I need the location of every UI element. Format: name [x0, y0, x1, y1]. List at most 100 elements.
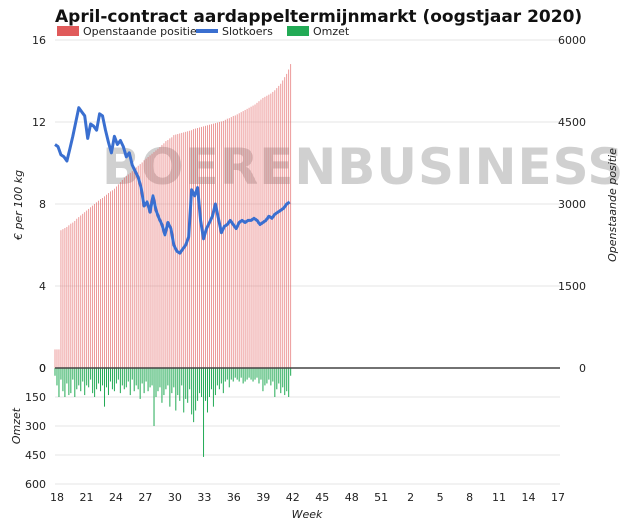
openstaande-positie-bar: [238, 113, 240, 369]
x-tick-label: 42: [286, 491, 300, 504]
openstaande-positie-bar: [129, 172, 131, 368]
right-tick-label: 1500: [558, 280, 586, 293]
omzet-bar: [167, 368, 169, 386]
openstaande-positie-bar: [119, 182, 121, 368]
openstaande-positie-bar: [155, 150, 157, 368]
x-tick-label: 51: [374, 491, 388, 504]
omzet-bar: [92, 368, 94, 394]
openstaande-positie-bar: [125, 176, 127, 368]
omzet-bar: [127, 368, 129, 382]
x-tick-label: 21: [79, 491, 93, 504]
omzet-bar: [236, 368, 238, 380]
omzet-bar: [175, 368, 177, 411]
omzet-bar: [72, 368, 74, 380]
openstaande-positie-bar: [185, 131, 187, 368]
openstaande-positie-bar: [218, 122, 220, 368]
omzet-bar: [268, 368, 270, 380]
omzet-bar: [129, 368, 131, 396]
omzet-bar: [197, 368, 199, 401]
openstaande-positie-bar: [171, 137, 173, 368]
openstaande-positie-bar: [114, 188, 115, 368]
left-tick-label: 12: [32, 116, 46, 129]
openstaande-positie-bar: [153, 152, 155, 368]
openstaande-positie-bar: [167, 140, 169, 368]
omzet-bar: [107, 368, 109, 396]
omzet-bar: [121, 368, 123, 386]
omzet-bar: [276, 368, 278, 390]
openstaande-positie-bar: [226, 118, 228, 368]
openstaande-positie-bar: [131, 171, 133, 368]
openstaande-positie-bar: [78, 217, 80, 368]
omzet-bar: [153, 368, 155, 426]
omzet-bar: [173, 368, 175, 388]
openstaande-positie-bar: [246, 108, 248, 368]
x-tick-label: 2: [407, 491, 414, 504]
x-tick-label: 18: [50, 491, 64, 504]
openstaande-positie-bar: [62, 229, 64, 368]
omzet-bar: [56, 368, 58, 386]
openstaande-positie-bar: [234, 115, 236, 368]
omzet-bar: [115, 368, 117, 384]
omzet-bar: [62, 368, 64, 392]
openstaande-positie-bar: [284, 77, 286, 368]
openstaande-positie-bar: [211, 124, 212, 368]
omzet-bar: [66, 368, 68, 384]
openstaande-positie-bar: [108, 193, 109, 368]
right-tick-label: 0: [579, 362, 586, 375]
omzet-bar: [78, 368, 80, 386]
omzet-bar: [240, 368, 242, 378]
openstaande-positie-bar: [236, 114, 238, 368]
omzet-bar: [82, 368, 84, 382]
right-tick-label: 3000: [558, 198, 586, 211]
openstaande-positie-bar: [82, 213, 84, 368]
omzet-bar: [262, 368, 264, 392]
omzet-bar: [264, 368, 266, 386]
omzet-bar: [284, 368, 286, 396]
openstaande-positie-bars: [54, 64, 292, 369]
omzet-bar: [286, 368, 288, 392]
x-tick-label: 11: [492, 491, 506, 504]
openstaande-positie-bar: [104, 196, 105, 368]
openstaande-positie-bar: [98, 200, 99, 368]
x-tick-label: 33: [197, 491, 211, 504]
openstaande-positie-bar: [112, 190, 113, 368]
omzet-bar: [54, 368, 56, 376]
omzet-bar: [64, 368, 66, 397]
openstaande-positie-bar: [191, 130, 193, 368]
omzet-bar: [195, 368, 197, 411]
legend-label: Openstaande positie: [83, 25, 197, 38]
omzet-bar: [88, 368, 90, 388]
x-tick-label: 14: [522, 491, 536, 504]
openstaande-positie-bar: [242, 111, 244, 369]
omzet-bar: [193, 368, 195, 423]
omzet-bar: [187, 368, 189, 403]
openstaande-positie-bar: [169, 138, 171, 368]
omzet-bar: [288, 368, 290, 397]
omzet-bar: [214, 368, 216, 396]
omzet-bar: [76, 368, 78, 390]
openstaande-positie-bar: [228, 118, 230, 368]
openstaande-positie-bar: [230, 117, 232, 368]
openstaande-positie-bar: [96, 202, 97, 368]
omzet-bar: [113, 368, 115, 392]
x-tick-label: 8: [466, 491, 473, 504]
openstaande-positie-bar: [264, 96, 266, 368]
openstaande-positie-bar: [215, 123, 216, 369]
omzet-bar: [205, 368, 207, 401]
omzet-bar: [254, 368, 256, 380]
openstaande-positie-bar: [100, 199, 101, 368]
openstaande-positie-bar: [290, 64, 292, 368]
omzet-bar: [218, 368, 220, 390]
openstaande-positie-bar: [201, 126, 202, 368]
openstaande-positie-bar: [260, 99, 262, 368]
omzet-bar: [165, 368, 167, 390]
openstaande-positie-bar: [195, 128, 197, 368]
omzet-bar: [246, 368, 248, 380]
openstaande-positie-bar: [84, 212, 86, 368]
x-tick-label: 24: [109, 491, 123, 504]
left-tick-label: 16: [32, 34, 46, 47]
openstaande-positie-bar: [256, 102, 258, 368]
x-tick-label: 30: [168, 491, 182, 504]
omzet-bar: [230, 368, 232, 380]
omzet-bar: [199, 368, 201, 394]
